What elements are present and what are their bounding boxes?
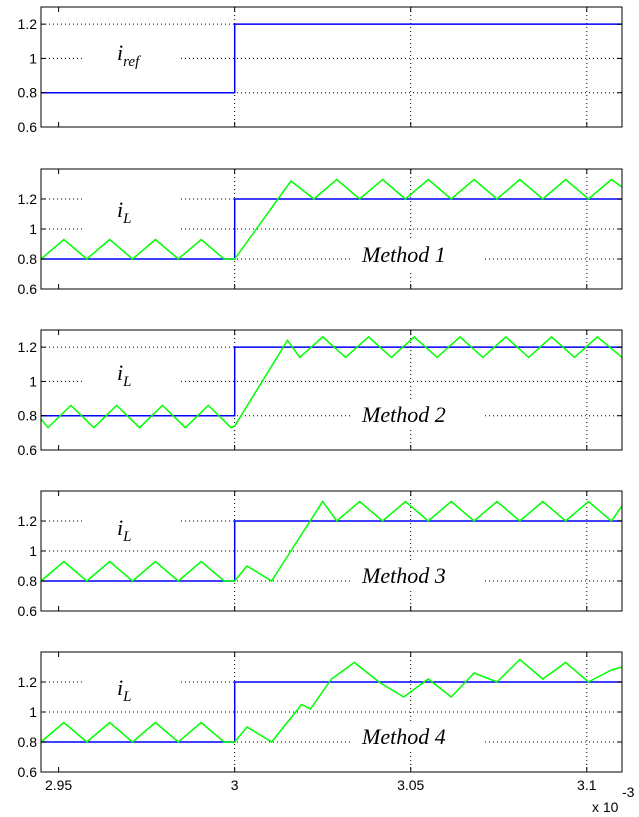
signal-symbol: i bbox=[117, 40, 123, 65]
x-tick-label: 3.05 bbox=[397, 777, 424, 793]
signal-subscript: L bbox=[122, 529, 131, 545]
inductor-current-line bbox=[40, 500, 623, 583]
panel-3: 0.6 0.8 1 1.2 iL Method 2 bbox=[18, 329, 623, 458]
y-tick-label: 1 bbox=[29, 704, 37, 720]
signal-subscript: ref bbox=[123, 54, 141, 70]
y-tick-label: 1.2 bbox=[18, 16, 38, 32]
y-tick-label: 1 bbox=[29, 50, 37, 66]
y-tick-label: 0.6 bbox=[18, 603, 38, 619]
annotation-box bbox=[85, 508, 179, 548]
inductor-current-line bbox=[40, 335, 623, 429]
y-tick-label: 0.6 bbox=[18, 764, 38, 780]
reference-line bbox=[41, 681, 622, 743]
signal-annotation: iL bbox=[117, 515, 131, 545]
reference-line bbox=[41, 23, 622, 94]
signal-subscript: L bbox=[122, 374, 131, 390]
method-label-box bbox=[350, 722, 482, 752]
x-tick-label: 3.1 bbox=[577, 777, 597, 793]
reference-line bbox=[41, 198, 622, 260]
y-tick-label: 1.2 bbox=[18, 339, 38, 355]
annotation-box bbox=[85, 668, 179, 708]
y-tick-label: 0.8 bbox=[18, 573, 38, 589]
x-exponent-label: x 10 bbox=[592, 799, 619, 815]
inductor-current-line bbox=[40, 658, 623, 743]
x-tick-label: 2.95 bbox=[45, 777, 72, 793]
y-tick-label: 0.8 bbox=[18, 85, 38, 101]
y-tick-label: 1 bbox=[29, 373, 37, 389]
signal-symbol: i bbox=[117, 360, 123, 385]
panel-4: 0.6 0.8 1 1.2 iL Method 3 bbox=[18, 490, 623, 619]
signal-subscript: L bbox=[122, 211, 131, 227]
y-tick-label: 1 bbox=[29, 221, 37, 237]
reference-line bbox=[41, 346, 622, 417]
signal-annotation: iref bbox=[117, 40, 141, 70]
method-label: Method 4 bbox=[361, 724, 446, 749]
y-tick-label: 1.2 bbox=[18, 191, 38, 207]
y-tick-label: 0.6 bbox=[18, 119, 38, 135]
y-tick-label: 1.2 bbox=[18, 513, 38, 529]
annotation-box bbox=[85, 33, 179, 73]
signal-subscript: L bbox=[122, 689, 131, 705]
x-exponent-power: -3 bbox=[622, 784, 635, 800]
x-tick-label: 3 bbox=[231, 777, 239, 793]
y-tick-label: 0.8 bbox=[18, 734, 38, 750]
y-tick-label: 0.8 bbox=[18, 251, 38, 267]
panel-2: 0.6 0.8 1 1.2 iL Method 1 bbox=[18, 168, 623, 297]
method-label-box bbox=[350, 400, 482, 430]
signal-annotation: iL bbox=[117, 197, 131, 227]
y-tick-label: 1 bbox=[29, 543, 37, 559]
annotation-box bbox=[85, 190, 179, 230]
signal-symbol: i bbox=[117, 675, 123, 700]
signal-annotation: iL bbox=[117, 360, 131, 390]
axes-frame bbox=[40, 329, 623, 451]
method-label: Method 3 bbox=[361, 563, 446, 588]
panel-5: 0.6 0.8 1 1.2 2.95 3 3.05 3.1 x 10-3 iL Method 4 bbox=[18, 651, 635, 815]
signal-symbol: i bbox=[117, 515, 123, 540]
method-label: Method 1 bbox=[361, 242, 446, 267]
signal-symbol: i bbox=[117, 197, 123, 222]
method-label: Method 2 bbox=[361, 402, 446, 427]
method-label-box bbox=[350, 240, 482, 270]
method-label-box bbox=[350, 561, 482, 591]
y-tick-label: 1.2 bbox=[18, 674, 38, 690]
panel-1: 0.6 0.8 1 1.2 iref bbox=[18, 6, 623, 135]
y-tick-label: 0.6 bbox=[18, 281, 38, 297]
inductor-current-line bbox=[40, 178, 623, 260]
y-tick-label: 0.8 bbox=[18, 408, 38, 424]
y-tick-label: 0.6 bbox=[18, 442, 38, 458]
annotation-box bbox=[85, 353, 179, 393]
axes-frame bbox=[40, 6, 623, 128]
signal-annotation: iL bbox=[117, 675, 131, 705]
